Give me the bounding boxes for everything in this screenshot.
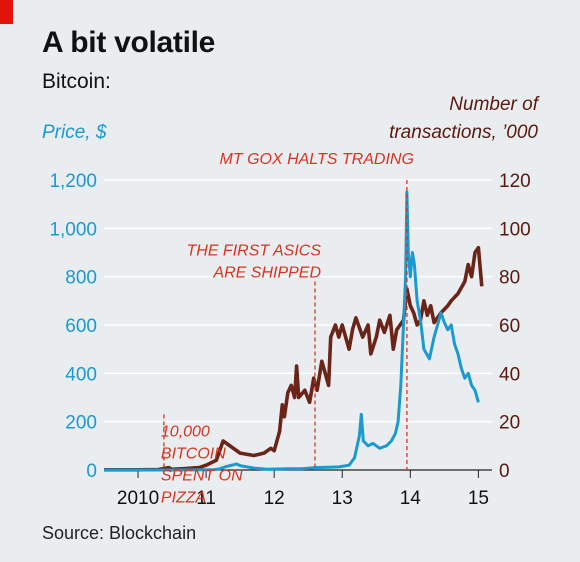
y-right-tick-label: 20 [499, 413, 520, 434]
y-right-axis-title: Number of [449, 94, 539, 115]
right-axis: 0 20 40 60 80 100 120 [499, 171, 531, 482]
y-right-tick-label: 0 [499, 461, 510, 482]
source-note: Source: Blockchain [42, 523, 197, 543]
axis-labels: Price, $ Number of transactions, ’000 [42, 94, 540, 143]
annotations: 10,000 BITCOIN SPENT ON PIZZA THE FIRST ASIC… [161, 151, 414, 506]
annotation-label: PIZZA [161, 489, 206, 506]
x-tick-label: 11 [196, 488, 216, 509]
gridlines [104, 179, 492, 423]
x-tick-label: 2010 [117, 488, 159, 509]
y-left-tick-label: 1,000 [49, 219, 97, 240]
x-tick-label: 13 [332, 488, 353, 509]
x-tick-label: 14 [400, 488, 422, 509]
annotation-label: 10,000 [161, 423, 210, 440]
y-left-axis-title: Price, $ [42, 122, 107, 143]
price-line [104, 190, 480, 472]
x-tick-label: 15 [468, 488, 489, 509]
series-layer [104, 190, 484, 472]
annotation-label: BITCOIN [161, 445, 226, 462]
x-tick-label: 12 [264, 488, 285, 509]
annotation-label: SPENT ON [161, 467, 243, 484]
y-left-tick-label: 400 [65, 364, 97, 385]
y-right-axis-title: transactions, ’000 [389, 122, 538, 143]
y-right-tick-label: 100 [499, 219, 531, 240]
y-right-tick-label: 80 [499, 268, 520, 289]
brand-tag [0, 0, 13, 24]
annotation-label: THE FIRST ASICS [186, 243, 321, 260]
left-axis: 0 200 400 600 800 1,000 1,200 [49, 171, 97, 482]
y-right-tick-label: 120 [499, 171, 531, 192]
chart-subtitle: Bitcoin: [42, 70, 111, 93]
y-right-tick-label: 60 [499, 316, 520, 337]
y-left-tick-label: 800 [65, 268, 97, 289]
y-left-tick-label: 1,200 [49, 171, 97, 192]
y-right-tick-label: 40 [499, 364, 520, 385]
annotation-label: ARE SHIPPED [212, 265, 321, 282]
y-left-tick-label: 0 [86, 461, 97, 482]
y-left-tick-label: 200 [65, 413, 97, 434]
transactions-line [104, 245, 484, 472]
chart-title: A bit volatile [42, 26, 216, 59]
y-left-tick-label: 600 [65, 316, 97, 337]
annotation-label: MT GOX HALTS TRADING [220, 151, 414, 168]
